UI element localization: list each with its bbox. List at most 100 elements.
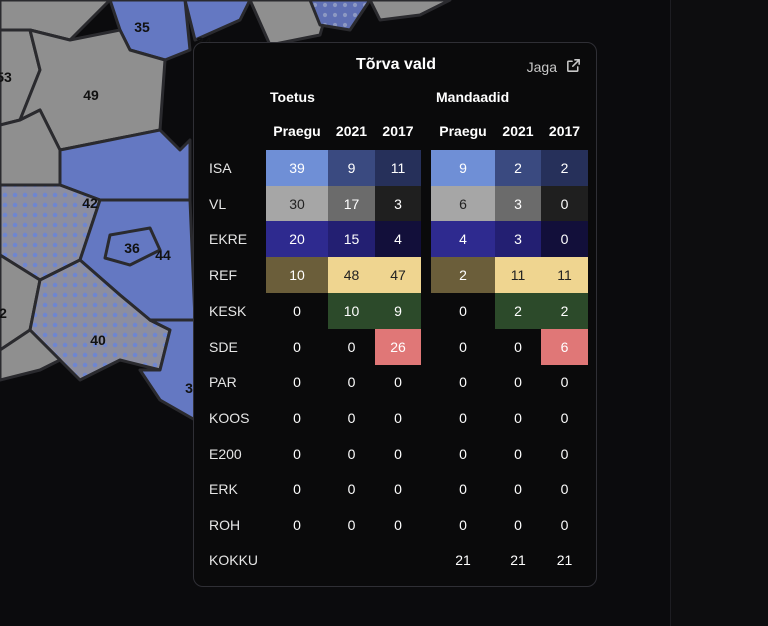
seats-cell: 0 xyxy=(560,517,569,533)
seats-cell: 0 xyxy=(514,374,522,391)
support-cell: 0 xyxy=(347,517,356,533)
support-cell: 11 xyxy=(375,150,421,186)
map-region-label: 53 xyxy=(0,69,12,85)
support-cell: 30 xyxy=(266,185,328,222)
support-cell: 9 xyxy=(328,150,375,186)
seats-cell: 3 xyxy=(495,221,541,258)
support-cell: 0 xyxy=(293,302,301,319)
seats-cell: 2 xyxy=(495,150,541,186)
seats-cell: 0 xyxy=(514,409,522,426)
support-cell: 0 xyxy=(293,374,301,391)
seats-cell: 0 xyxy=(560,374,569,391)
party-label: REF xyxy=(209,267,237,284)
support-cell: 0 xyxy=(394,481,402,498)
seats-cell: 0 xyxy=(459,374,467,391)
seats-cell: 11 xyxy=(495,257,541,294)
support-cell: 0 xyxy=(293,338,301,355)
support-group-heading: Toetus xyxy=(270,89,315,105)
map-region xyxy=(103,226,162,267)
support-cell: 0 xyxy=(347,445,356,462)
support-cell: 17 xyxy=(328,185,375,222)
seats-cell: 0 xyxy=(514,445,522,462)
support-cell: 3 xyxy=(375,185,421,222)
seats-cell: 0 xyxy=(514,481,522,498)
seats-group-heading: Mandaadid xyxy=(436,89,510,105)
support-cell: 4 xyxy=(375,221,421,258)
seats-cell: 2 xyxy=(431,257,495,294)
seats-cell: 0 xyxy=(560,445,569,462)
map-region-label: 3 xyxy=(185,380,193,396)
seats-cell: 0 xyxy=(459,302,467,319)
support-cell: 10 xyxy=(328,292,375,329)
seats-cell: 0 xyxy=(459,517,467,533)
map-region xyxy=(368,0,452,22)
seats-cell: 0 xyxy=(541,185,588,222)
external-link-icon xyxy=(565,57,582,77)
seats-cell: 9 xyxy=(431,150,495,186)
support-col-2017: 2017 xyxy=(382,123,414,139)
support-cell: 48 xyxy=(328,257,375,294)
seats-cell: 0 xyxy=(560,481,569,498)
support-cell: 0 xyxy=(347,409,356,426)
map-region xyxy=(183,0,252,42)
total-label: KOKKU xyxy=(209,552,259,568)
support-cell: 0 xyxy=(394,517,402,533)
map-region-label: 42 xyxy=(82,195,98,211)
seats-cell: 0 xyxy=(459,338,467,355)
party-label: EKRE xyxy=(209,231,248,248)
party-label: VL xyxy=(209,195,227,212)
party-label: ROH xyxy=(209,517,241,533)
support-col-2021: 2021 xyxy=(335,123,368,139)
support-col-current: Praegu xyxy=(273,123,321,139)
seats-cell: 0 xyxy=(459,445,467,462)
seats-col-2017: 2017 xyxy=(548,123,581,139)
seats-cell: 6 xyxy=(431,185,495,222)
total-seats-current: 21 xyxy=(455,552,471,568)
support-cell: 39 xyxy=(266,150,328,186)
party-label: ERK xyxy=(209,481,238,498)
party-label: KOOS xyxy=(209,409,250,426)
support-cell: 47 xyxy=(375,257,421,294)
support-cell: 0 xyxy=(293,481,301,498)
seats-cell: 6 xyxy=(541,328,588,365)
support-cell: 0 xyxy=(347,481,356,498)
seats-cell: 2 xyxy=(541,150,588,186)
support-cell: 0 xyxy=(293,445,301,462)
seats-cell: 0 xyxy=(514,338,522,355)
popup-title: Tõrva vald xyxy=(355,56,437,73)
map-region-label: 44 xyxy=(155,247,171,263)
support-cell: 10 xyxy=(266,257,328,294)
seats-cell: 11 xyxy=(541,257,588,294)
seats-cell: 3 xyxy=(495,185,541,222)
share-button[interactable]: Jaga xyxy=(527,57,582,77)
map-region xyxy=(0,328,62,382)
map-region xyxy=(248,0,332,47)
map-region-label: 40 xyxy=(90,332,106,348)
support-cell: 0 xyxy=(293,409,301,426)
map-region xyxy=(308,0,372,32)
share-label: Jaga xyxy=(526,59,557,75)
support-cell: 0 xyxy=(394,409,402,426)
party-label: E200 xyxy=(209,445,242,462)
map-region-label: 35 xyxy=(134,19,150,35)
party-label: ISA xyxy=(209,160,232,176)
party-label: KESK xyxy=(209,302,247,319)
support-cell: 9 xyxy=(375,292,421,329)
total-seats-2017: 21 xyxy=(556,552,573,568)
seats-col-2021: 2021 xyxy=(502,123,534,139)
party-label: SDE xyxy=(209,338,238,355)
side-panel xyxy=(670,0,768,626)
support-cell: 0 xyxy=(394,445,402,462)
map-region-label: 2 xyxy=(0,305,7,321)
seats-cell: 2 xyxy=(495,292,541,329)
seats-cell: 0 xyxy=(459,481,467,498)
seats-cell: 0 xyxy=(560,409,569,426)
seats-cell: 0 xyxy=(514,517,522,533)
total-seats-2021: 21 xyxy=(510,552,526,568)
seats-cell: 0 xyxy=(541,221,588,258)
support-cell: 0 xyxy=(347,374,356,391)
seats-cell: 0 xyxy=(459,409,467,426)
seats-cell: 4 xyxy=(431,221,495,258)
seats-col-current: Praegu xyxy=(439,123,487,139)
